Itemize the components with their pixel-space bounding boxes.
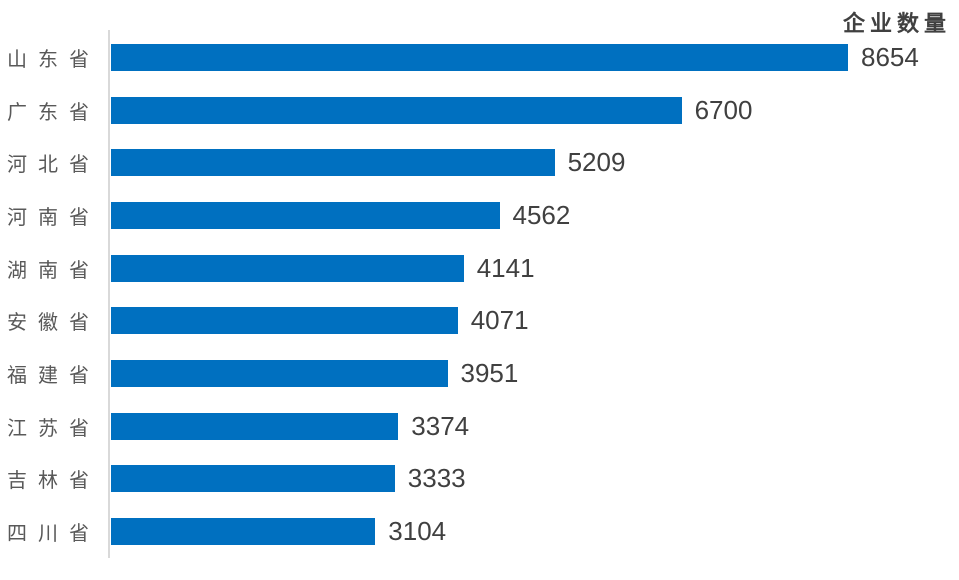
value-label: 5209 bbox=[567, 147, 626, 178]
bar bbox=[111, 254, 464, 282]
bar bbox=[111, 412, 399, 440]
bar-row: 河北省 5209 bbox=[0, 136, 959, 189]
value-label: 8654 bbox=[861, 41, 919, 72]
bar bbox=[111, 149, 555, 177]
bar-row: 江苏省 3374 bbox=[0, 400, 959, 453]
bar-row: 河南省 4562 bbox=[0, 189, 959, 242]
bar bbox=[111, 43, 848, 71]
category-label: 河北省 bbox=[7, 154, 100, 177]
category-label: 湖南省 bbox=[7, 259, 100, 282]
plot-area: 山东省 8654 广东省 6700 河北省 5209 河南省 4562 湖南省 … bbox=[0, 31, 959, 558]
bar bbox=[111, 96, 682, 124]
bar-track: 3951 bbox=[111, 347, 959, 400]
bar-row: 安徽省 4071 bbox=[0, 294, 959, 347]
value-label: 3104 bbox=[388, 516, 447, 547]
bar-track: 6700 bbox=[111, 84, 959, 137]
category-label: 广东省 bbox=[7, 101, 100, 124]
bar-track: 3104 bbox=[111, 505, 959, 558]
bar-row: 山东省 8654 bbox=[0, 31, 959, 84]
value-label: 4141 bbox=[476, 252, 535, 283]
bar-row: 四川省 3104 bbox=[0, 505, 959, 558]
chart-title: 企业数量 bbox=[842, 11, 951, 36]
category-label: 江苏省 bbox=[7, 417, 100, 440]
bar bbox=[111, 518, 376, 546]
category-label: 吉林省 bbox=[7, 470, 100, 493]
bar-row: 广东省 6700 bbox=[0, 84, 959, 137]
bar-track: 3374 bbox=[111, 400, 959, 453]
bar-track: 5209 bbox=[111, 136, 959, 189]
value-label: 4562 bbox=[512, 199, 571, 230]
y-axis-line bbox=[108, 30, 110, 558]
category-label: 安徽省 bbox=[7, 312, 100, 335]
bar bbox=[111, 307, 458, 335]
bar-track: 4141 bbox=[111, 242, 959, 295]
bar-row: 吉林省 3333 bbox=[0, 453, 959, 506]
category-label: 河南省 bbox=[7, 206, 100, 229]
bar-track: 4071 bbox=[111, 294, 959, 347]
category-label: 山东省 bbox=[7, 48, 100, 71]
value-label: 4071 bbox=[470, 305, 529, 336]
bar bbox=[111, 359, 448, 387]
value-label: 3333 bbox=[407, 463, 466, 494]
value-label: 3951 bbox=[460, 357, 519, 388]
bar bbox=[111, 465, 395, 493]
bar-track: 4562 bbox=[111, 189, 959, 242]
bar-row: 湖南省 4141 bbox=[0, 242, 959, 295]
bar-track: 8654 bbox=[111, 31, 959, 84]
bar-row: 福建省 3951 bbox=[0, 347, 959, 400]
value-label: 6700 bbox=[694, 94, 753, 125]
bar bbox=[111, 201, 500, 229]
category-label: 福建省 bbox=[7, 364, 100, 387]
bar-track: 3333 bbox=[111, 453, 959, 506]
category-label: 四川省 bbox=[7, 523, 100, 546]
value-label: 3374 bbox=[411, 410, 470, 441]
